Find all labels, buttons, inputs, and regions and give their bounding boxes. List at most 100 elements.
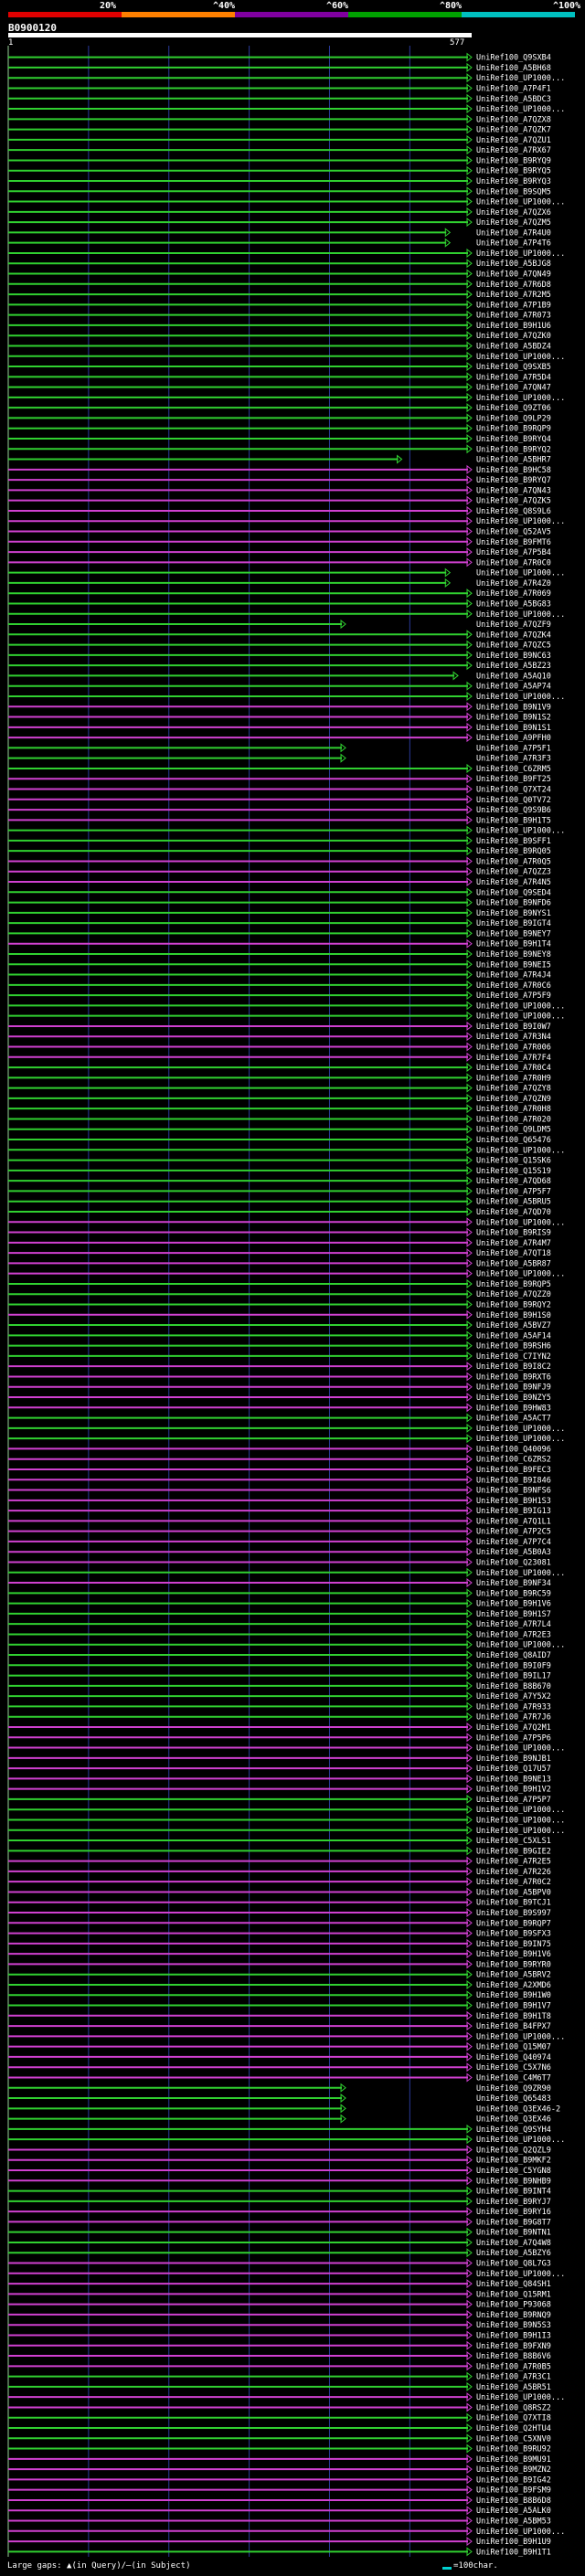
- hit-label[interactable]: UniRef100_B9N5S3: [476, 2321, 551, 2330]
- hit-label[interactable]: UniRef100_A7QZK5: [476, 497, 551, 506]
- hit-label[interactable]: UniRef100_Q3EX46-2: [476, 2104, 560, 2114]
- hit-label[interactable]: UniRef100_Q15RM1: [476, 2290, 551, 2299]
- hit-label[interactable]: UniRef100_B9H1T4: [476, 940, 551, 949]
- hit-label[interactable]: UniRef100_B9NEI5: [476, 960, 551, 970]
- hit-label[interactable]: UniRef100_UP1000...: [476, 1425, 565, 1434]
- hit-label[interactable]: UniRef100_C5XNV0: [476, 2434, 551, 2443]
- hit-label[interactable]: UniRef100_B9H1I3: [476, 2331, 551, 2340]
- hit-label[interactable]: UniRef100_Q7XTI8: [476, 2414, 551, 2423]
- hit-label[interactable]: UniRef100_A5BJG8: [476, 260, 551, 269]
- hit-label[interactable]: UniRef100_Q2QZL9: [476, 2146, 551, 2155]
- hit-label[interactable]: UniRef100_Q9SYH4: [476, 2125, 551, 2135]
- hit-label[interactable]: UniRef100_UP1000...: [476, 2393, 565, 2402]
- hit-label[interactable]: UniRef100_A7R7F4: [476, 1054, 551, 1063]
- hit-label[interactable]: UniRef100_A5BR87: [476, 1259, 551, 1268]
- hit-label[interactable]: UniRef100_B9I0F9: [476, 1661, 551, 1670]
- hit-label[interactable]: UniRef100_UP1000...: [476, 394, 565, 403]
- hit-label[interactable]: UniRef100_A7R020: [476, 1115, 551, 1124]
- hit-label[interactable]: UniRef100_Q9SXB4: [476, 54, 551, 63]
- hit-label[interactable]: UniRef100_B9SFX3: [476, 1930, 551, 1939]
- hit-label[interactable]: UniRef100_UP1000...: [476, 74, 565, 83]
- hit-label[interactable]: UniRef100_B9H1W0: [476, 1991, 551, 2000]
- hit-label[interactable]: UniRef100_C6ZRM5: [476, 765, 551, 774]
- hit-label[interactable]: UniRef100_B9IL17: [476, 1672, 551, 1681]
- hit-label[interactable]: UniRef100_Q52AV5: [476, 528, 551, 537]
- hit-label[interactable]: UniRef100_B9RQP7: [476, 1919, 551, 1928]
- hit-label[interactable]: UniRef100_B9RIS9: [476, 1229, 551, 1238]
- hit-label[interactable]: UniRef100_A5BPV0: [476, 1888, 551, 1897]
- hit-label[interactable]: UniRef100_B9H1V6: [476, 1600, 551, 1609]
- hit-label[interactable]: UniRef100_A7QT18: [476, 1249, 551, 1258]
- hit-label[interactable]: UniRef100_A9PFH0: [476, 734, 551, 743]
- hit-label[interactable]: UniRef100_A7QZX6: [476, 208, 551, 217]
- hit-label[interactable]: UniRef100_P93068: [476, 2301, 551, 2310]
- hit-label[interactable]: UniRef100_Q9SED4: [476, 888, 551, 897]
- hit-label[interactable]: UniRef100_Q9ZR90: [476, 2084, 551, 2094]
- hit-label[interactable]: UniRef100_B9RY16: [476, 2208, 551, 2217]
- hit-label[interactable]: UniRef100_A7P7C4: [476, 1538, 551, 1547]
- hit-label[interactable]: UniRef100_A7R3C1: [476, 2373, 551, 2382]
- hit-label[interactable]: UniRef100_B9RYQ5: [476, 167, 551, 176]
- hit-label[interactable]: UniRef100_UP1000...: [476, 569, 565, 578]
- hit-label[interactable]: UniRef100_A7QZU1: [476, 136, 551, 145]
- hit-label[interactable]: UniRef100_B9INT4: [476, 2188, 551, 2197]
- hit-label[interactable]: UniRef100_B9NTN1: [476, 2229, 551, 2238]
- hit-label[interactable]: UniRef100_B9I0W7: [476, 1023, 551, 1032]
- hit-label[interactable]: UniRef100_B9NYS1: [476, 909, 551, 918]
- hit-label[interactable]: UniRef100_B9S997: [476, 1909, 551, 1918]
- hit-label[interactable]: UniRef100_B9RYQ4: [476, 435, 551, 444]
- hit-label[interactable]: UniRef100_A2XMD6: [476, 1981, 551, 1990]
- hit-label[interactable]: UniRef100_A5BRV2: [476, 1971, 551, 1980]
- hit-label[interactable]: UniRef100_A7QZN9: [476, 1095, 551, 1104]
- hit-label[interactable]: UniRef100_B9HC58: [476, 466, 551, 475]
- hit-label[interactable]: UniRef100_A7P4T6: [476, 239, 551, 249]
- hit-label[interactable]: UniRef100_A7QZX8: [476, 115, 551, 124]
- hit-label[interactable]: UniRef100_A5BZ23: [476, 662, 551, 671]
- hit-label[interactable]: UniRef100_C6ZRS2: [476, 1456, 551, 1465]
- hit-label[interactable]: UniRef100_A7QZK7: [476, 126, 551, 135]
- hit-label[interactable]: UniRef100_Q65476: [476, 1136, 551, 1145]
- hit-label[interactable]: UniRef100_B9NHB9: [476, 2177, 551, 2186]
- hit-label[interactable]: UniRef100_B9FT25: [476, 775, 551, 784]
- hit-label[interactable]: UniRef100_B9RC59: [476, 1589, 551, 1598]
- hit-label[interactable]: UniRef100_UP1000...: [476, 1435, 565, 1444]
- hit-label[interactable]: UniRef100_A7QN43: [476, 486, 551, 495]
- hit-label[interactable]: UniRef100_A7R4N5: [476, 878, 551, 887]
- hit-label[interactable]: UniRef100_A7R0H9: [476, 1074, 551, 1083]
- hit-label[interactable]: UniRef100_UP1000...: [476, 827, 565, 836]
- hit-label[interactable]: UniRef100_B9RYQ7: [476, 476, 551, 485]
- hit-label[interactable]: UniRef100_A7QZK0: [476, 332, 551, 341]
- hit-label[interactable]: UniRef100_A7R0Q5: [476, 857, 551, 866]
- hit-label[interactable]: UniRef100_A7P5F9: [476, 991, 551, 1001]
- hit-label[interactable]: UniRef100_Q15S19: [476, 1167, 551, 1176]
- hit-label[interactable]: UniRef100_A7R2E3: [476, 1630, 551, 1639]
- hit-label[interactable]: UniRef100_B4FPX7: [476, 2022, 551, 2031]
- hit-label[interactable]: UniRef100_Q9LP29: [476, 414, 551, 423]
- hit-label[interactable]: UniRef100_UP1000...: [476, 1806, 565, 1815]
- hit-label[interactable]: UniRef100_A7R3N4: [476, 1033, 551, 1042]
- hit-label[interactable]: UniRef100_Q9SXB5: [476, 363, 551, 372]
- hit-label[interactable]: UniRef100_A7P5P7: [476, 1796, 551, 1805]
- hit-label[interactable]: UniRef100_A7RX67: [476, 146, 551, 155]
- hit-label[interactable]: UniRef100_A7R073: [476, 312, 551, 321]
- hit-label[interactable]: UniRef100_B8B670: [476, 1682, 551, 1691]
- hit-label[interactable]: UniRef100_B9RYJ7: [476, 2198, 551, 2207]
- hit-label[interactable]: UniRef100_A7P4F1: [476, 84, 551, 93]
- hit-label[interactable]: UniRef100_B9RYQ2: [476, 445, 551, 454]
- hit-label[interactable]: UniRef100_UP1000...: [476, 353, 565, 362]
- hit-label[interactable]: UniRef100_A7R0C6: [476, 981, 551, 991]
- hit-label[interactable]: UniRef100_B9H1S7: [476, 1610, 551, 1619]
- hit-label[interactable]: UniRef100_UP1000...: [476, 249, 565, 259]
- hit-label[interactable]: UniRef100_B9NFJ9: [476, 1383, 551, 1393]
- hit-label[interactable]: UniRef100_UP1000...: [476, 105, 565, 114]
- hit-label[interactable]: UniRef100_A7Q4W8: [476, 2239, 551, 2248]
- hit-label[interactable]: UniRef100_A5AP74: [476, 683, 551, 692]
- hit-label[interactable]: UniRef100_A7R226: [476, 1868, 551, 1877]
- hit-label[interactable]: UniRef100_B9RNQ9: [476, 2311, 551, 2320]
- hit-label[interactable]: UniRef100_Q8RSZ2: [476, 2403, 551, 2412]
- hit-label[interactable]: UniRef100_A7Q2M1: [476, 1723, 551, 1733]
- hit-label[interactable]: UniRef100_B9IG42: [476, 2475, 551, 2485]
- hit-label[interactable]: UniRef100_A5BHR7: [476, 456, 551, 465]
- hit-label[interactable]: UniRef100_UP1000...: [476, 1827, 565, 1836]
- hit-label[interactable]: UniRef100_Q40974: [476, 2053, 551, 2062]
